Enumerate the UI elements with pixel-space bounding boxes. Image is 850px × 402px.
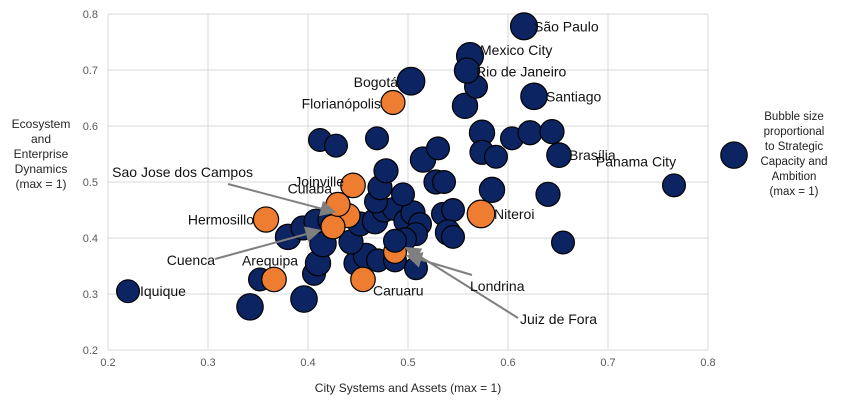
point-label: Bogotá [354, 74, 399, 90]
city-bubble-joinville [340, 172, 366, 199]
point-label: Florianópolis [302, 95, 381, 111]
label-arrow [404, 246, 519, 319]
city-bubble [720, 141, 748, 169]
point-label: Arequipa [242, 252, 298, 268]
label-arrows [214, 183, 519, 319]
city-bubble-cuenca [320, 214, 346, 240]
city-bubble-hermosillo [252, 206, 280, 233]
x-tick-label: 0.8 [700, 357, 715, 369]
city-bubble-niteroi [466, 199, 496, 229]
size-note-line: Bubble size [764, 111, 823, 123]
label-arrow [227, 183, 337, 217]
gridlines [107, 13, 709, 351]
y-axis-title-line: Ecosystem [12, 117, 71, 131]
point-label: Sao Jose dos Campos [112, 164, 253, 180]
y-tick-label: 0.8 [83, 9, 98, 21]
point-label: Mexico City [480, 42, 552, 58]
point-label: São Paulo [534, 18, 599, 34]
label-arrow [214, 226, 322, 260]
city-bubble [484, 144, 509, 169]
point-label: Niteroi [494, 206, 534, 222]
point-label: Londrina [470, 278, 525, 294]
x-tick-label: 0.6 [500, 357, 515, 369]
city-bubble-bras-lia [546, 142, 572, 168]
x-axis-title: City Systems and Assets (max = 1) [315, 381, 501, 395]
city-bubble-santiago [520, 82, 548, 111]
city-bubble-panama-city [661, 173, 686, 198]
city-bubble [236, 293, 264, 321]
size-note-line: Capacity and [760, 156, 827, 168]
city-bubble [373, 158, 399, 184]
y-tick-label: 0.3 [83, 289, 98, 301]
y-axis-title-line: (max = 1) [15, 177, 66, 191]
city-bubble-s-o-paulo [509, 12, 539, 41]
size-note-line: (max = 1) [770, 186, 819, 198]
size-note-line: to Strategic [765, 141, 823, 153]
x-tick-label: 0.2 [100, 357, 115, 369]
city-bubble [451, 92, 479, 120]
y-axis-title-line: Enterprise [14, 147, 69, 161]
point-label: Caruaru [373, 282, 424, 298]
y-tick-label: 0.5 [83, 177, 98, 189]
city-bubble [290, 285, 318, 313]
size-note-line: proportional [764, 126, 825, 138]
city-bubble-bogot- [396, 66, 426, 96]
y-tick-label: 0.6 [83, 121, 98, 133]
point-label: Cuenca [167, 252, 215, 268]
city-bubble-arequipa [261, 266, 287, 293]
city-bubble [535, 181, 561, 207]
point-label: Santiago [546, 88, 601, 104]
city-bubble-caruaru [350, 266, 376, 293]
city-bubble-juiz-de-fora [383, 228, 408, 253]
point-label: Rio de Janeiro [476, 64, 566, 80]
x-tick-label: 0.7 [600, 357, 615, 369]
x-tick-label: 0.5 [400, 357, 415, 369]
city-bubble [426, 136, 451, 161]
tick-labels: 0.2 0.3 0.4 0.5 0.6 0.7 0.8 0.2 0.3 0.4 0.5 0.6 0.7 0… [83, 9, 716, 369]
point-label: Iquique [140, 283, 186, 299]
size-note-line: Ambition [772, 171, 817, 183]
point-label: Cuiaba [288, 180, 333, 196]
city-bubble-iquique [115, 279, 140, 304]
point-label: Juiz de Fora [520, 311, 597, 327]
city-bubble [324, 133, 349, 158]
city-bubble [441, 224, 466, 249]
y-tick-label: 0.7 [83, 65, 98, 77]
point-label: Joinville [294, 173, 344, 189]
city-bubble-florian-polis [380, 89, 406, 116]
city-bubble [441, 198, 466, 223]
point-label: Brasília [569, 147, 616, 163]
y-tick-label: 0.4 [83, 233, 98, 245]
y-axis-title-line: Dynamics [15, 162, 68, 176]
city-bubble-rio-de-janeiro [453, 57, 481, 84]
city-bubble [539, 119, 565, 145]
city-bubble [550, 230, 575, 255]
city-bubble [517, 120, 543, 146]
city-bubble [432, 170, 457, 195]
point-labels: São Paulo Mexico City Rio de Janeiro Bogotá… [112, 18, 676, 327]
x-tick-label: 0.3 [200, 357, 215, 369]
city-bubble [365, 126, 390, 151]
point-label: Panama City [596, 153, 676, 169]
x-tick-label: 0.4 [300, 357, 315, 369]
y-tick-label: 0.2 [83, 345, 98, 357]
bubbles [115, 12, 748, 321]
bubble-size-note: Bubble size proportional to Strategic Ca… [760, 111, 827, 198]
point-label: Hermosillo [188, 212, 254, 228]
y-axis-title-line: and [31, 132, 51, 146]
city-bubble [391, 182, 416, 207]
city-bubble [478, 176, 506, 204]
y-axis-title: Ecosystem and Enterprise Dynamics (max =… [12, 117, 71, 191]
